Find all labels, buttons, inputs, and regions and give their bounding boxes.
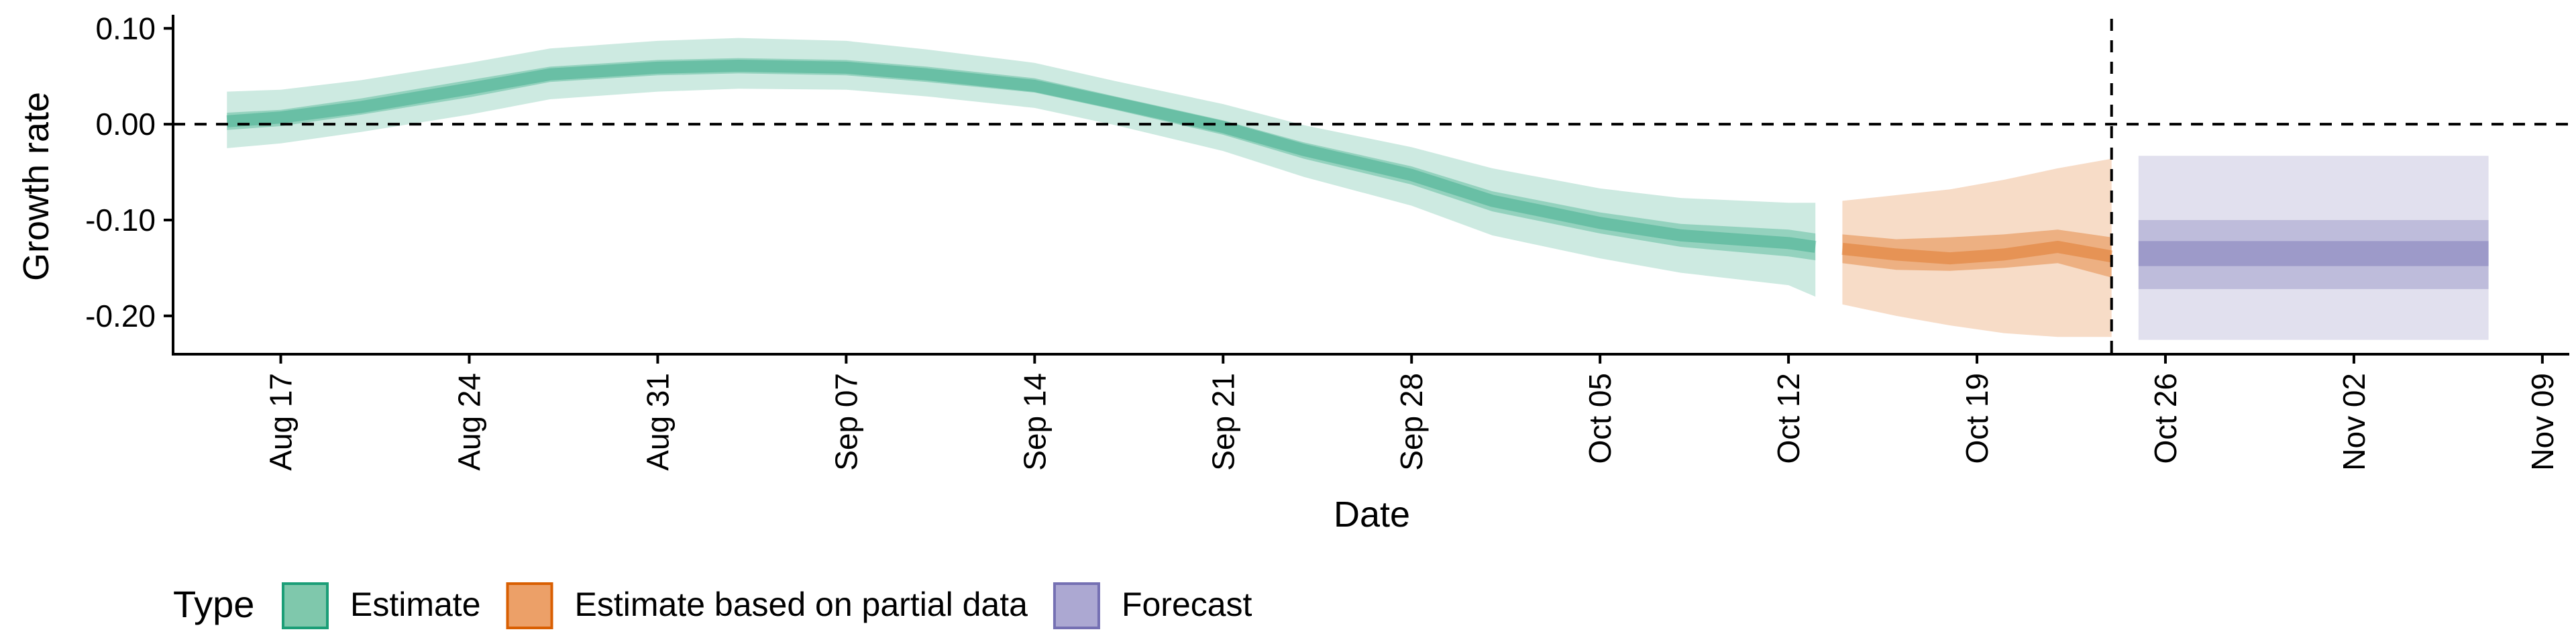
legend-swatch — [282, 582, 329, 629]
x-axis-title: Date — [1334, 494, 1410, 535]
y-tick-label: -0.10 — [85, 203, 156, 237]
x-tick-label: Oct 26 — [2148, 373, 2183, 464]
estimate-band-90 — [227, 38, 1816, 297]
estimate-band-50 — [227, 58, 1816, 260]
forecast-band-60 — [2138, 220, 2489, 289]
y-tick-label: -0.20 — [85, 299, 156, 333]
x-tick-label: Sep 21 — [1205, 373, 1240, 471]
y-axis-title: Growth rate — [16, 92, 56, 281]
partial-band-50 — [1842, 229, 2112, 278]
y-tick-label: 0.00 — [95, 107, 156, 142]
partial-band-90 — [1842, 158, 2112, 337]
x-tick-label: Sep 07 — [828, 373, 863, 471]
legend-swatch — [1053, 582, 1100, 629]
x-tick-label: Nov 09 — [2525, 373, 2560, 471]
band-layer — [226, 38, 2489, 340]
x-tick-label: Aug 31 — [640, 373, 675, 471]
axes: 0.10 0.00 -0.10 -0.20 Aug 17 Aug 24 Aug 31 Sep … — [85, 11, 2569, 471]
legend-label: Estimate — [350, 586, 481, 623]
x-tick-label: Sep 14 — [1017, 373, 1052, 471]
x-tick-label: Oct 05 — [1582, 373, 1617, 464]
forecast-band-90 — [2138, 156, 2489, 340]
x-tick-label: Oct 19 — [1960, 373, 1994, 464]
legend-swatch — [506, 582, 553, 629]
forecast-band-30 — [2138, 241, 2489, 266]
legend-label: Forecast — [1122, 586, 1252, 623]
x-tick-label: Nov 02 — [2337, 373, 2371, 471]
legend: Type Estimate Estimate based on partial da… — [173, 582, 1252, 629]
reference-lines — [173, 19, 2569, 354]
x-tick-label: Sep 28 — [1394, 373, 1429, 471]
x-tick-label: Aug 24 — [452, 373, 487, 471]
x-tick-label: Aug 17 — [264, 373, 299, 471]
y-tick-label: 0.10 — [95, 11, 156, 46]
legend-title: Type — [173, 583, 254, 625]
x-tick-label: Oct 12 — [1771, 373, 1806, 464]
estimate-median-line — [226, 60, 1817, 253]
partial-median-line — [1841, 241, 2113, 265]
legend-label: Estimate based on partial data — [575, 586, 1028, 623]
